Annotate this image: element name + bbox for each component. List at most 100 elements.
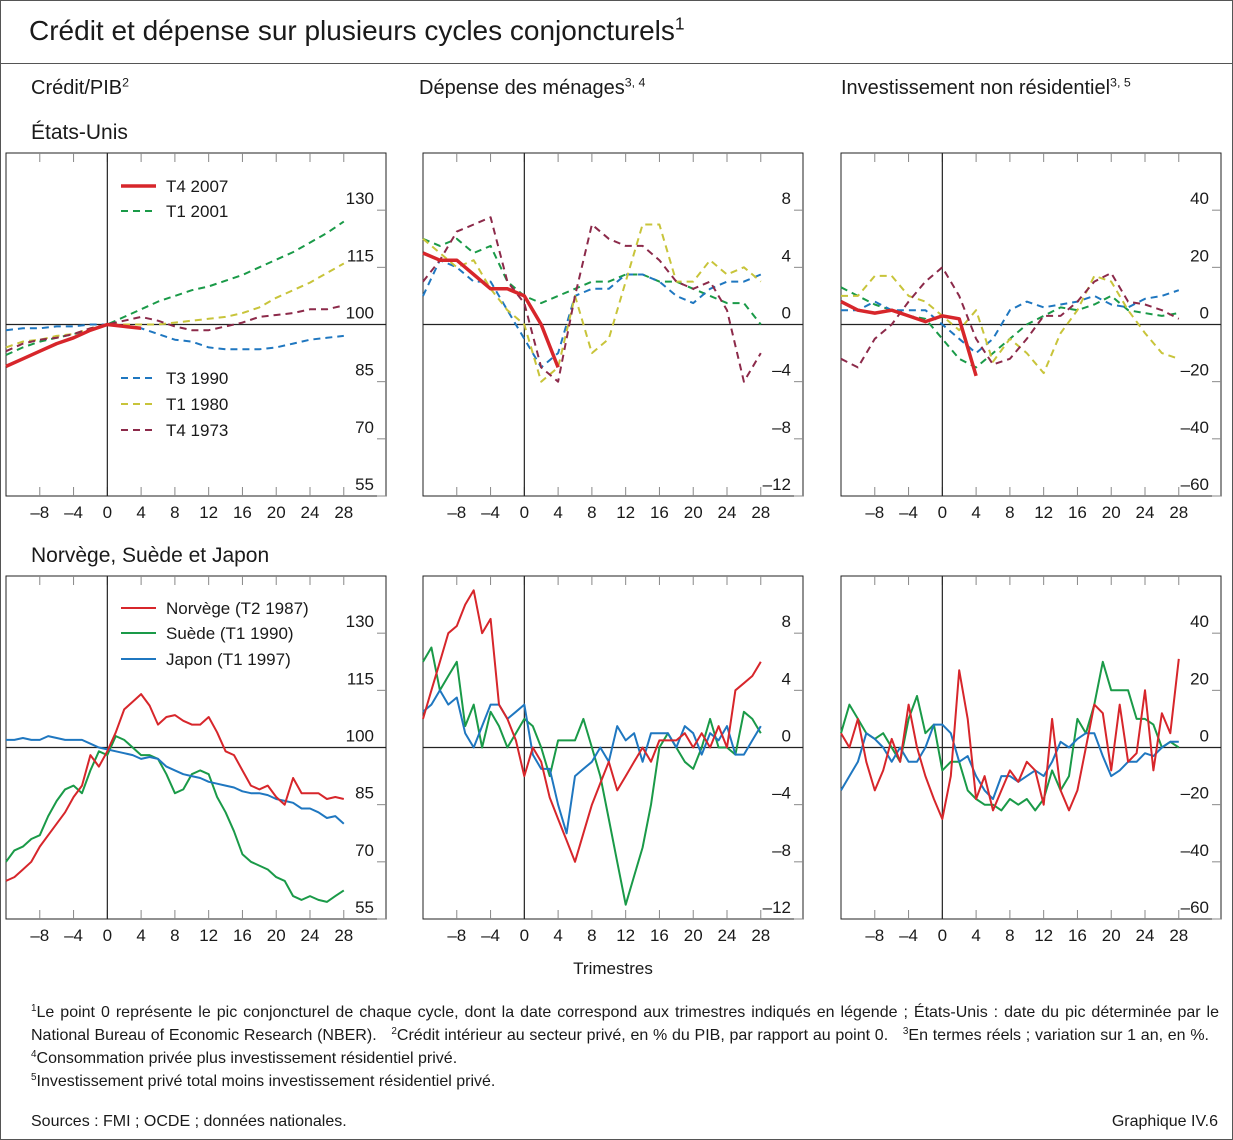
x-tick-label: –8: [30, 926, 49, 945]
footnote-mark: 5: [31, 1072, 37, 1084]
y-tick-label: –12: [763, 475, 791, 494]
x-tick-label: 16: [1068, 503, 1087, 522]
x-tick-label: –8: [865, 503, 884, 522]
footnote-mark: 4: [31, 1049, 37, 1061]
y-tick-label: –20: [1181, 361, 1209, 380]
series-line: [840, 658, 1180, 820]
series-line: [841, 274, 1180, 375]
y-tick-label: 100: [346, 304, 374, 323]
y-tick-label: 20: [1190, 246, 1209, 265]
x-tick-label: 28: [1169, 503, 1188, 522]
x-tick-label: 4: [971, 926, 980, 945]
y-tick-label: –8: [772, 418, 791, 437]
legend-label: Suède (T1 1990): [166, 624, 294, 643]
x-tick-label: –4: [481, 926, 500, 945]
row-title: États-Unis: [31, 121, 128, 144]
y-tick-label: 20: [1190, 669, 1209, 688]
x-tick-label: –8: [30, 503, 49, 522]
legend-label: T4 2007: [166, 177, 228, 196]
x-tick-label: 20: [684, 926, 703, 945]
footnote-text: Crédit intérieur au secteur privé, en % …: [396, 1027, 889, 1044]
y-tick-label: 0: [782, 727, 791, 746]
x-tick-label: 8: [587, 503, 596, 522]
column-title: Dépense des ménages3, 4: [419, 76, 645, 100]
y-tick-label: –8: [772, 841, 791, 860]
footnote-mark: 3: [902, 1026, 909, 1038]
y-tick-label: 8: [782, 612, 791, 631]
series-line: [5, 322, 142, 368]
series-line: [6, 735, 345, 825]
x-tick-label: 4: [136, 926, 145, 945]
y-tick-label: 8: [782, 189, 791, 208]
y-tick-label: 85: [355, 361, 374, 380]
x-tick-label: 24: [301, 926, 320, 945]
x-tick-label: 20: [267, 503, 286, 522]
series-line: [841, 289, 1180, 355]
y-tick-label: –60: [1181, 898, 1209, 917]
y-tick-label: 40: [1190, 612, 1209, 631]
x-tick-label: 8: [170, 926, 179, 945]
row-title: Norvège, Suède et Japon: [31, 544, 270, 567]
footnote-text: Le point 0 représente le pic conjoncture…: [31, 1004, 1219, 1044]
x-tick-label: 8: [170, 503, 179, 522]
series-line: [5, 262, 345, 349]
x-tick-label: 24: [1136, 503, 1155, 522]
series-line: [840, 266, 1180, 369]
y-tick-label: 130: [346, 612, 374, 631]
x-tick-label: 0: [938, 503, 947, 522]
series-line: [422, 223, 762, 383]
x-tick-label: 28: [1169, 926, 1188, 945]
x-tick-label: 20: [684, 503, 703, 522]
x-tick-label: 28: [751, 503, 770, 522]
x-tick-label: –4: [899, 926, 918, 945]
column-title-text: Dépense des ménages: [419, 77, 625, 99]
y-tick-label: 115: [347, 246, 374, 265]
x-tick-label: 28: [334, 926, 353, 945]
footnote-text: Consommation privée plus investissement …: [36, 1050, 458, 1067]
main-title: Crédit et dépense sur plusieurs cycles c…: [29, 15, 685, 47]
footnote-text: En termes réels ; variation sur 1 an, en…: [908, 1027, 1209, 1044]
x-tick-label: 0: [938, 926, 947, 945]
footnote-mark: 2: [391, 1026, 397, 1038]
x-tick-label: 24: [718, 926, 737, 945]
y-tick-label: –20: [1181, 784, 1209, 803]
x-tick-label: 28: [334, 503, 353, 522]
x-tick-label: 24: [718, 503, 737, 522]
x-tick-label: 16: [233, 503, 252, 522]
legend-label: T1 2001: [166, 202, 228, 221]
series-line: [422, 216, 762, 383]
y-tick-label: 0: [1200, 304, 1209, 323]
y-tick-label: 130: [346, 189, 374, 208]
y-tick-label: 4: [782, 669, 791, 688]
x-tick-label: 12: [199, 926, 218, 945]
x-tick-label: 4: [136, 503, 145, 522]
footnote-mark: 1: [31, 1003, 37, 1015]
legend-label: Norvège (T2 1987): [166, 599, 309, 618]
x-tick-label: 0: [520, 503, 529, 522]
series-line: [422, 689, 762, 835]
y-tick-label: 0: [782, 304, 791, 323]
legend-label: T4 1973: [166, 421, 228, 440]
title-rule: [1, 63, 1232, 64]
series-line: [5, 323, 344, 351]
sources: Sources : FMI ; OCDE ; données nationale…: [31, 1113, 347, 1130]
x-tick-label: 12: [616, 503, 635, 522]
y-tick-label: –40: [1181, 841, 1209, 860]
y-tick-label: 40: [1190, 189, 1209, 208]
series-line: [422, 259, 762, 369]
y-tick-label: 100: [346, 727, 374, 746]
x-tick-label: –8: [447, 926, 466, 945]
x-tick-label: 0: [103, 926, 112, 945]
legend-label: T3 1990: [166, 369, 228, 388]
x-tick-label: –4: [64, 926, 83, 945]
column-title-note: 2: [122, 75, 130, 90]
y-tick-label: 55: [355, 898, 374, 917]
x-tick-label: 4: [553, 503, 562, 522]
y-tick-label: 70: [355, 841, 374, 860]
y-tick-label: 85: [355, 784, 374, 803]
x-tick-label: 4: [971, 503, 980, 522]
series-line: [5, 693, 345, 882]
x-tick-label: 20: [1102, 926, 1121, 945]
x-tick-label: 12: [616, 926, 635, 945]
